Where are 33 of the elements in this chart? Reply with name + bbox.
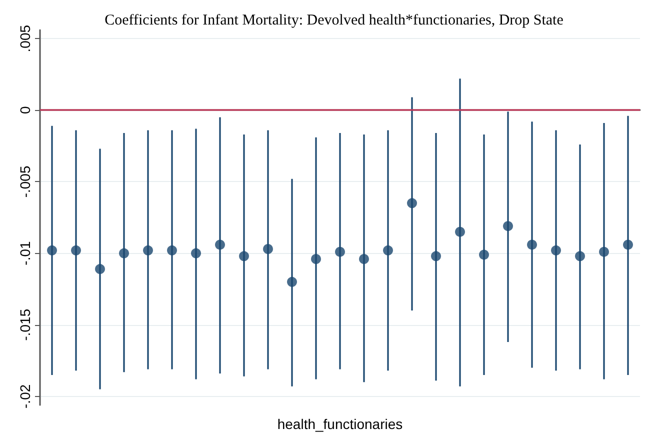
chart-title: Coefficients for Infant Mortality: Devolved health*functionaries, Drop State: [104, 12, 564, 28]
point: [431, 251, 441, 262]
point: [551, 245, 561, 256]
point: [191, 248, 201, 258]
y-tick-label: 0: [17, 106, 33, 114]
y-tick-label: -.02: [17, 384, 33, 408]
point: [575, 251, 585, 262]
point: [47, 245, 57, 256]
point: [527, 240, 537, 250]
point: [623, 240, 633, 250]
point: [383, 245, 393, 256]
y-tick-label: -.01: [17, 241, 33, 266]
point: [263, 244, 273, 254]
point: [455, 226, 465, 237]
point: [311, 254, 321, 264]
point: [215, 240, 225, 250]
point: [599, 246, 609, 257]
point: [503, 221, 513, 232]
y-tick-label: -.015: [17, 308, 33, 341]
point: [359, 254, 369, 264]
point: [479, 250, 489, 260]
point: [143, 245, 153, 256]
point: [119, 248, 129, 258]
point: [335, 246, 345, 257]
point: [167, 245, 177, 256]
y-tick-label: -.005: [17, 166, 33, 198]
point: [71, 245, 81, 256]
point: [287, 276, 297, 287]
point: [239, 251, 249, 262]
point: [407, 198, 417, 208]
y-tick-label: .005: [17, 24, 33, 52]
x-axis-title: health_functionaries: [277, 416, 403, 432]
point: [95, 264, 105, 274]
